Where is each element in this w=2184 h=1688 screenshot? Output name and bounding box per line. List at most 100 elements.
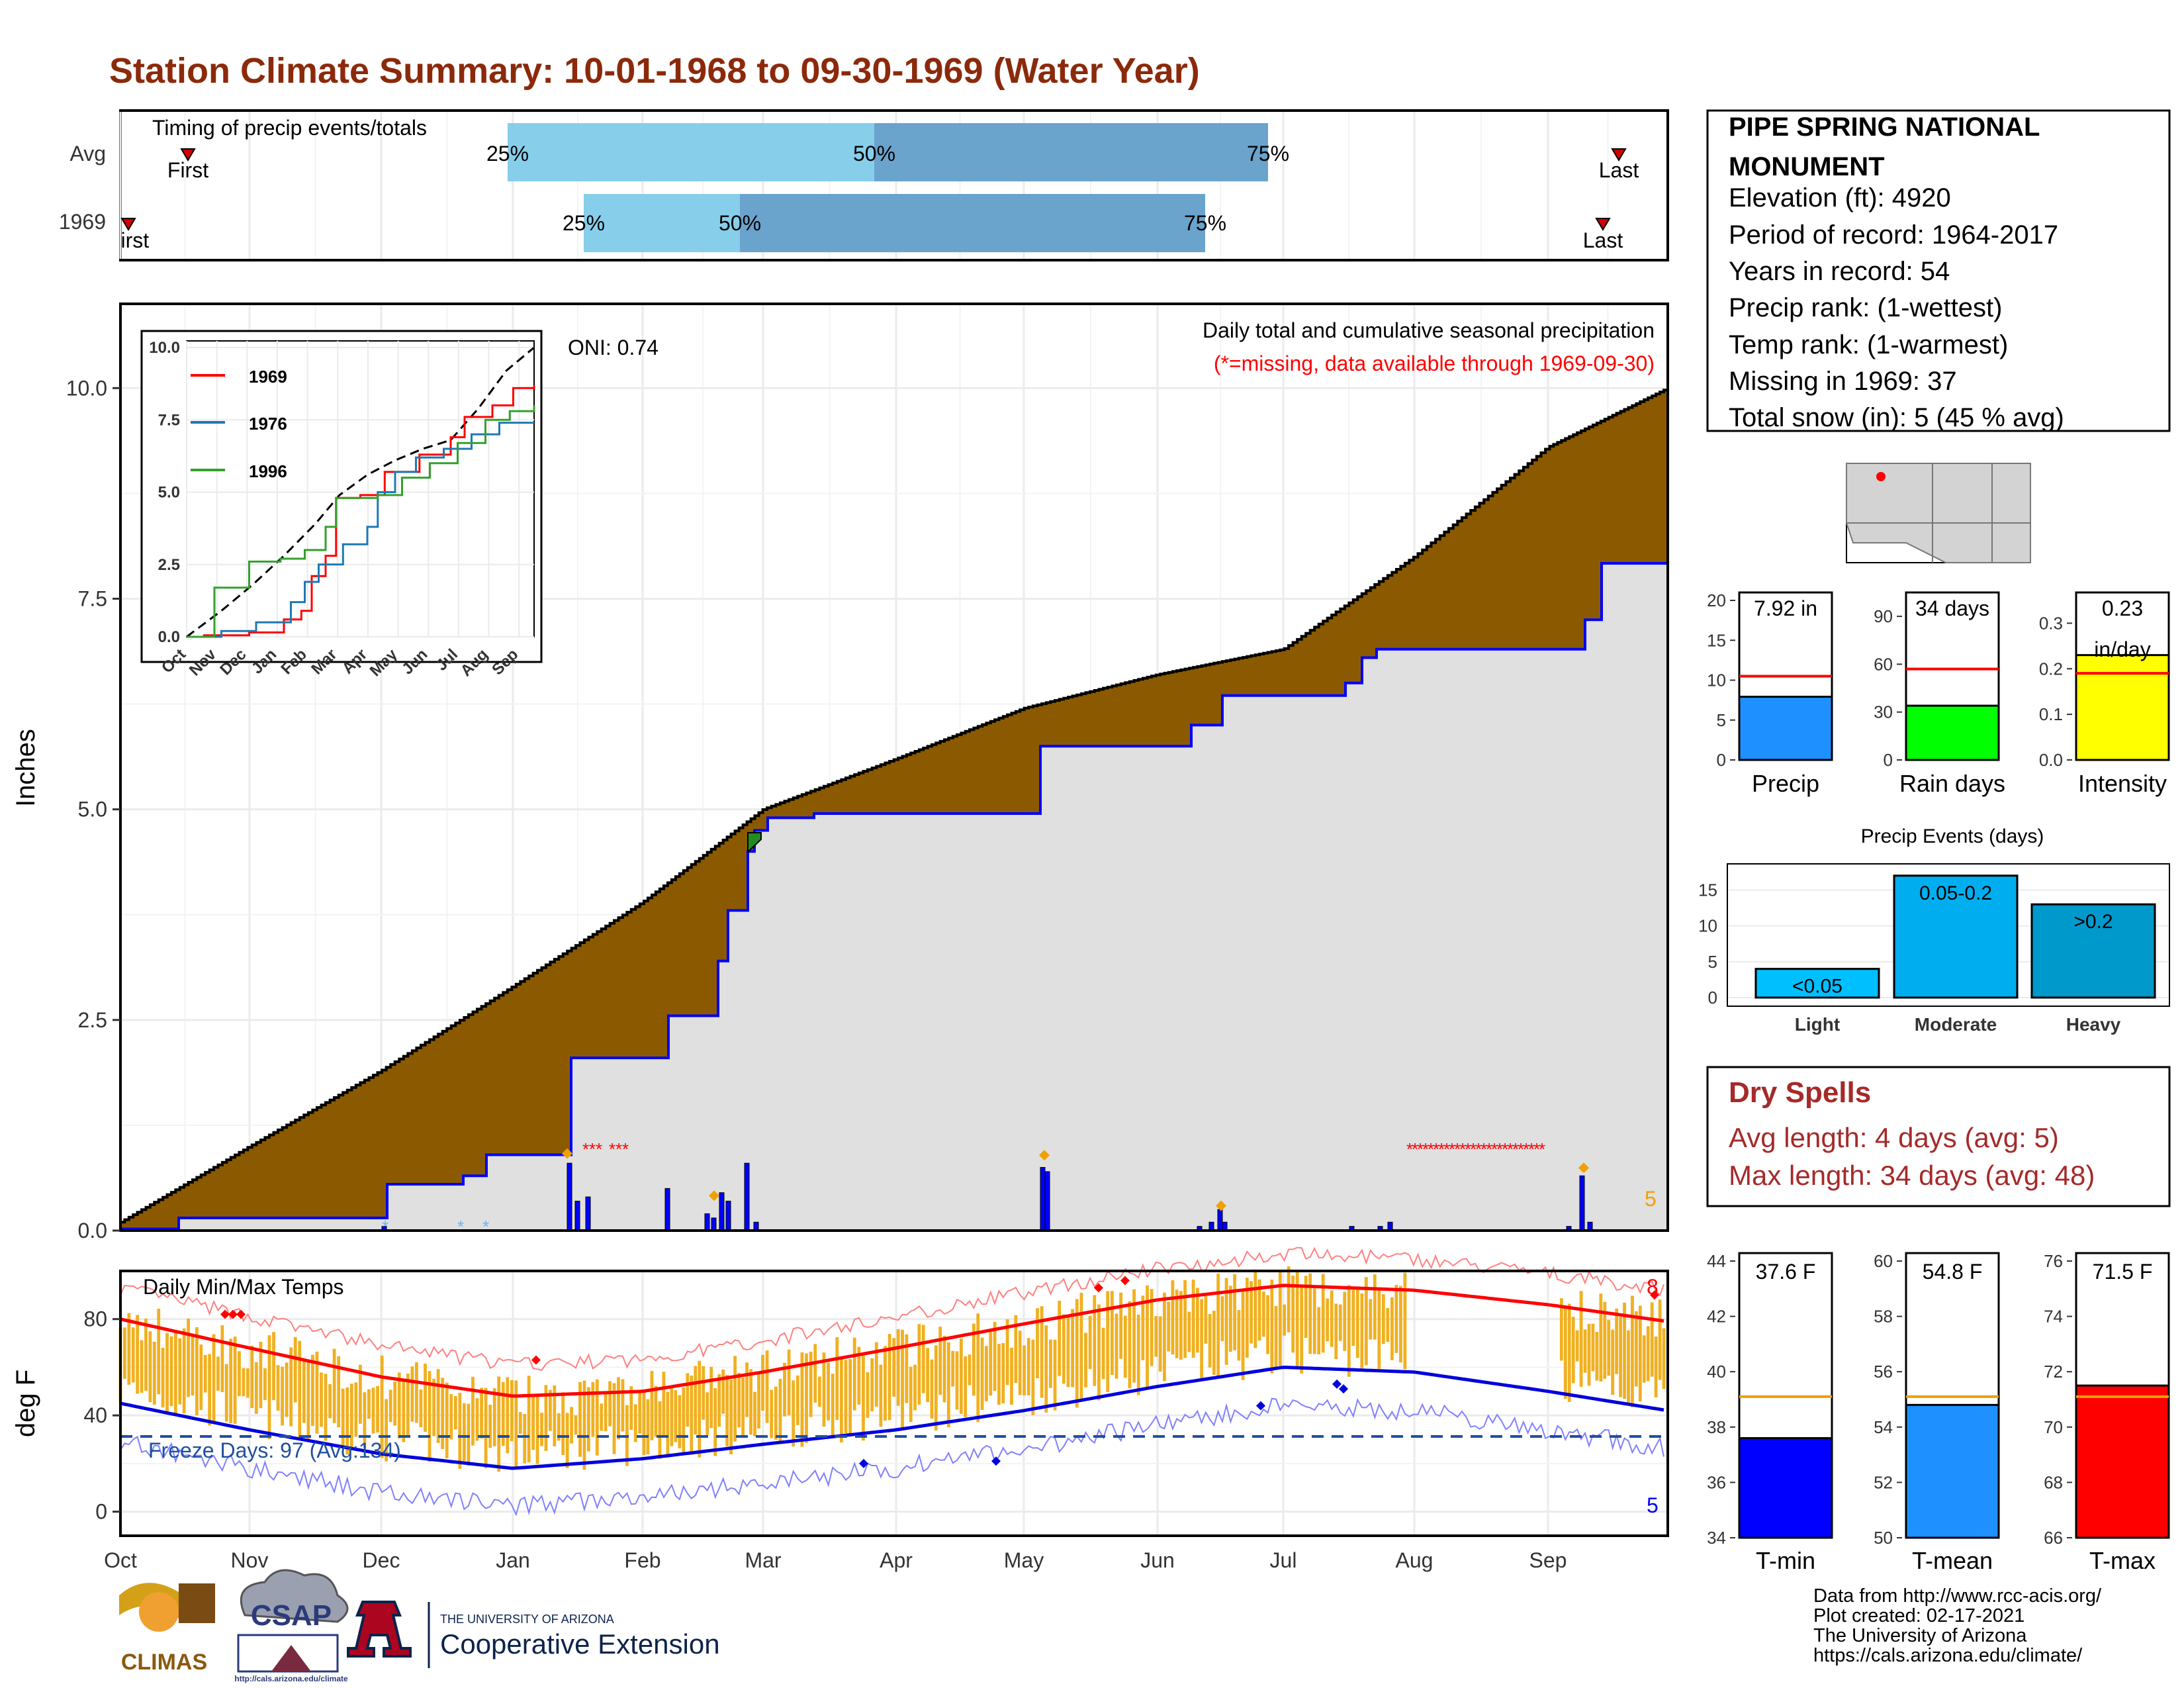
temp-bar-tick: 42 (1707, 1307, 1726, 1327)
daily-temp-bar (1062, 1314, 1066, 1384)
missing-day-marker: * (1491, 1139, 1498, 1159)
missing-day-marker: * (1528, 1139, 1535, 1159)
daily-temp-bar (946, 1342, 950, 1428)
daily-temp-bar (591, 1382, 595, 1437)
daily-temp-bar (942, 1335, 946, 1403)
missing-day-marker: * (1518, 1139, 1524, 1159)
daily-temp-bar (741, 1378, 745, 1436)
record-max-line (120, 1246, 1664, 1372)
daily-temp-bar (1642, 1335, 1646, 1383)
daily-temp-bar (276, 1365, 280, 1411)
daily-precip-bar (744, 1162, 750, 1231)
daily-temp-bar (254, 1362, 258, 1414)
daily-temp-bar (501, 1382, 505, 1446)
daily-temp-bar (1101, 1327, 1105, 1380)
csap-logo: CSAP http://cals.arizona.edu/climate (234, 1569, 349, 1683)
daily-temp-bar (662, 1372, 666, 1436)
daily-precip-bar (1040, 1167, 1046, 1231)
precip-y-tick: 2.5 (78, 1008, 107, 1032)
daily-temp-bar (989, 1329, 993, 1396)
temp-bar-tick: 50 (1874, 1528, 1893, 1548)
daily-temp-bar (380, 1355, 384, 1458)
daily-temp-bar (633, 1404, 637, 1442)
daily-temp-bar (406, 1374, 410, 1437)
daily-temp-bar (1287, 1266, 1291, 1333)
missing-day-marker: * (1486, 1139, 1492, 1159)
daily-temp-bar (445, 1382, 449, 1459)
daily-temp-bar (1079, 1292, 1083, 1399)
missing-day-marker: * (589, 1139, 596, 1159)
daily-temp-bar (737, 1372, 741, 1428)
daily-temp-bar (267, 1335, 271, 1439)
daily-temp-bar (1330, 1290, 1334, 1347)
daily-temp-bar (600, 1403, 604, 1431)
daily-temp-bar (332, 1348, 336, 1423)
daily-temp-bar (371, 1387, 375, 1434)
precip-event-diamond (709, 1190, 719, 1201)
daily-temp-bar (535, 1395, 539, 1464)
daily-temp-bar (1394, 1285, 1398, 1353)
daily-temp-bar (1023, 1345, 1026, 1396)
daily-temp-bar (1066, 1317, 1070, 1387)
timing-1969-25-50-bar (584, 194, 740, 252)
daily-temp-bar (629, 1386, 633, 1430)
timing-title: Timing of precip events/totals (152, 116, 427, 140)
daily-temp-bar (698, 1360, 702, 1458)
daily-temp-bar (298, 1340, 302, 1438)
daily-temp-bar (1141, 1295, 1145, 1360)
daily-temp-bar (320, 1372, 323, 1427)
daily-temp-bar (1245, 1278, 1249, 1358)
daily-temp-bar (1623, 1302, 1626, 1399)
daily-temp-bar (385, 1399, 388, 1462)
daily-temp-bar (617, 1377, 620, 1440)
temp-record-diamond (1256, 1401, 1265, 1411)
temp-bar-tick: 72 (2044, 1362, 2063, 1382)
daily-temp-bar (1195, 1288, 1199, 1353)
mini-bar-value (2075, 654, 2170, 761)
station-elevation: Elevation (ft): 4920 (1729, 183, 1951, 212)
daily-temp-bar (574, 1415, 578, 1435)
temp-bar-tick: 40 (1707, 1362, 1726, 1382)
daily-temp-bar (1175, 1289, 1179, 1358)
daily-temp-bar (127, 1313, 131, 1385)
daily-temp-bar (1110, 1291, 1114, 1376)
timing-1969-q50: 50% (719, 211, 761, 235)
daily-temp-bar (548, 1389, 552, 1431)
daily-temp-bar (349, 1383, 353, 1450)
timing-1969-first-marker (120, 218, 136, 231)
temp-record-diamond (531, 1355, 541, 1365)
daily-temp-bar (1351, 1289, 1355, 1346)
inset-chart: 0.02.55.07.510.0OctNovDecJanFebMarAprMay… (140, 330, 543, 680)
station-temp-rank: Temp rank: (1-warmest) (1729, 330, 2008, 359)
month-tick-label: Jun (1140, 1548, 1175, 1572)
daily-temp-bar (713, 1387, 717, 1456)
daily-temp-bar (1266, 1295, 1269, 1354)
missing-day-marker: * (1507, 1139, 1514, 1159)
daily-temp-bar (1179, 1291, 1183, 1360)
daily-temp-bar (892, 1338, 896, 1397)
daily-temp-bar (169, 1336, 173, 1407)
temp-bar-tick: 38 (1707, 1417, 1726, 1437)
daily-temp-bar (930, 1359, 934, 1419)
daily-temp-bar (259, 1341, 263, 1409)
daily-temp-bar (1093, 1295, 1097, 1386)
daily-temp-bar (870, 1358, 874, 1412)
precip-y-tick: 10.0 (66, 376, 107, 400)
daily-precip-bar (574, 1200, 580, 1231)
daily-temp-bar (1567, 1303, 1571, 1402)
daily-temp-bar (345, 1387, 349, 1455)
observed-cumulative-area (119, 562, 1669, 1232)
ua-big-text: Cooperative Extension (440, 1628, 720, 1660)
daily-temp-bar (985, 1346, 988, 1401)
temp-bar-label: T-min (1756, 1547, 1815, 1574)
daily-temp-bar (1044, 1325, 1048, 1413)
temp-title: Daily Min/Max Temps (143, 1275, 343, 1299)
daily-temp-bar (980, 1337, 984, 1410)
daily-temp-bar (1278, 1271, 1282, 1366)
daily-temp-bar (208, 1354, 212, 1426)
daily-temp-bar (178, 1338, 182, 1405)
events-title: Precip Events (days) (1861, 825, 2044, 847)
daily-temp-bar (586, 1387, 590, 1452)
daily-temp-bar (905, 1334, 909, 1403)
